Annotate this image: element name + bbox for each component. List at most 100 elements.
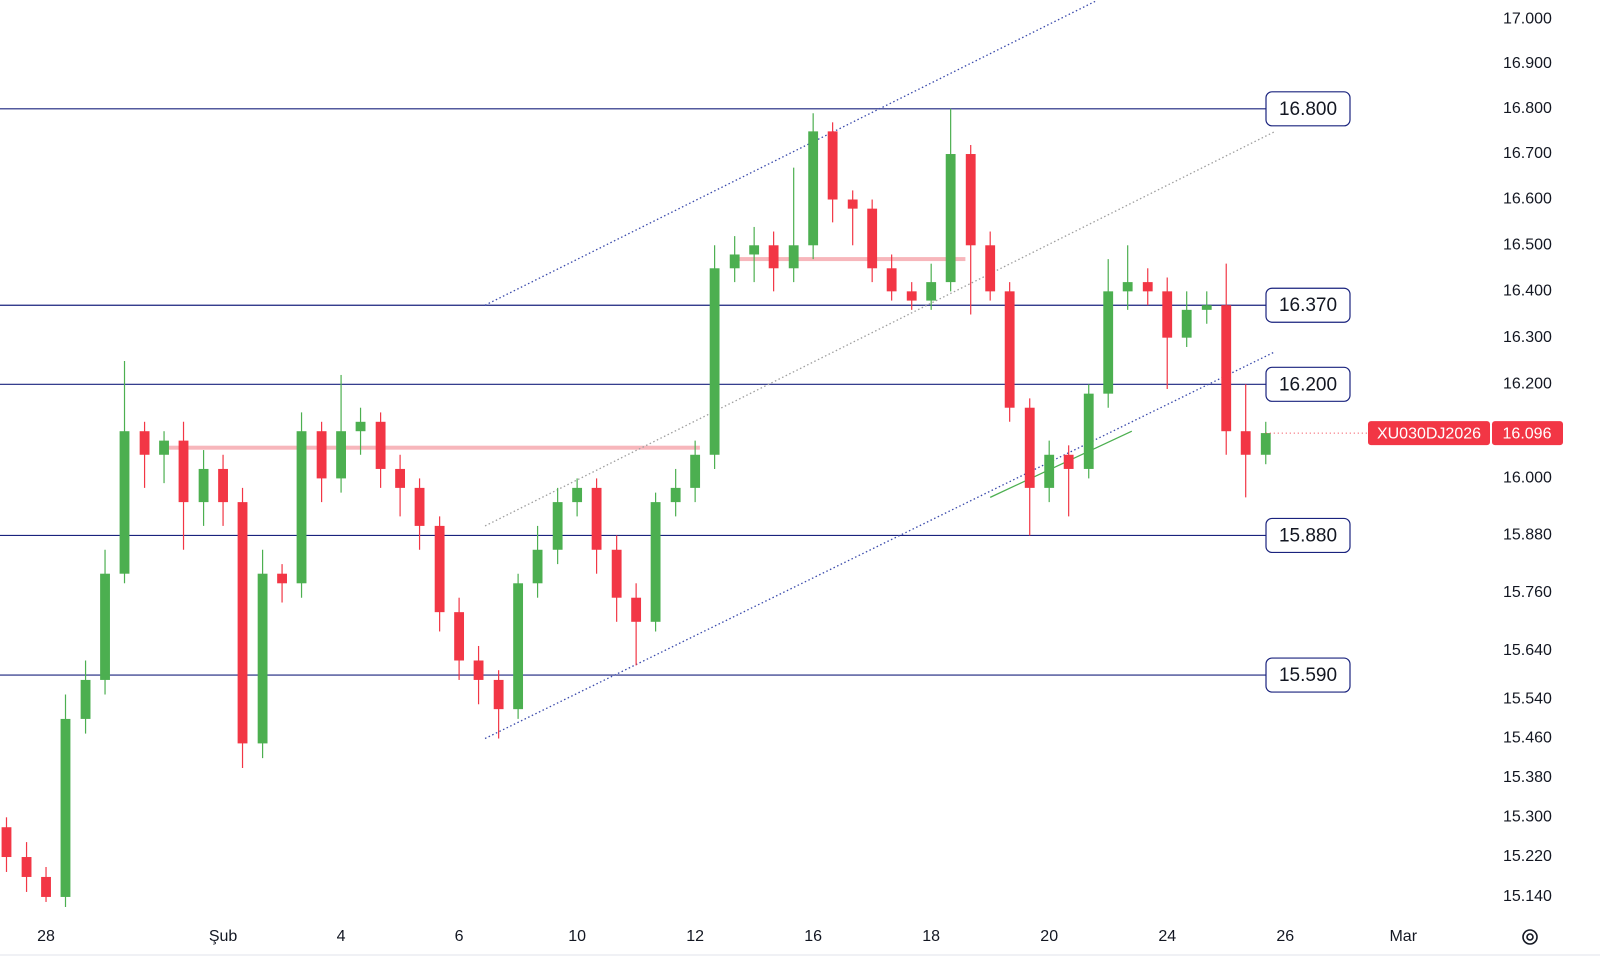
candle-body <box>670 487 681 503</box>
candle-body <box>1162 291 1173 338</box>
candle-body <box>552 502 563 550</box>
level-label: 16.370 <box>1279 295 1337 316</box>
candle-body <box>473 660 484 680</box>
candle-body <box>414 487 425 526</box>
candle-body <box>218 468 228 503</box>
candle-body <box>631 597 642 622</box>
candle-body <box>1260 433 1271 455</box>
candle-body <box>985 245 996 292</box>
y-tick-label: 15.540 <box>1503 691 1552 708</box>
candle-body <box>1122 282 1133 292</box>
x-tick-label: 6 <box>455 928 464 945</box>
candle-body <box>749 245 760 255</box>
y-tick-label: 16.900 <box>1503 55 1552 72</box>
candle-body <box>434 525 445 613</box>
candle-body <box>316 431 327 479</box>
candle-body <box>493 679 504 710</box>
settings-icon[interactable] <box>1522 929 1538 945</box>
candle-body <box>591 487 602 550</box>
candle-body <box>336 431 346 479</box>
candle-body <box>100 573 110 680</box>
candle-body <box>198 468 209 503</box>
zone <box>159 445 700 450</box>
candle-body <box>886 268 897 292</box>
x-tick-label: Mar <box>1389 928 1417 945</box>
level-label: 15.880 <box>1279 525 1337 546</box>
candle-body <box>355 421 366 432</box>
x-tick-label: 28 <box>37 928 55 945</box>
candle-body <box>80 679 91 719</box>
x-tick-label: Şub <box>209 928 238 945</box>
candle-body <box>1083 393 1094 469</box>
y-tick-label: 16.600 <box>1503 191 1552 208</box>
candle-body <box>395 468 406 488</box>
x-tick-label: 10 <box>568 928 586 945</box>
candle-body <box>945 154 956 283</box>
candle-body <box>139 431 150 455</box>
candle-body <box>178 440 189 503</box>
symbol-label: XU030DJ2026 <box>1377 425 1481 442</box>
candle-body <box>532 549 543 584</box>
gear-outer <box>1522 929 1538 945</box>
y-tick-label: 15.760 <box>1503 584 1552 601</box>
x-tick-label: 24 <box>1158 928 1176 945</box>
gear-inner <box>1526 933 1534 941</box>
y-tick-label: 16.800 <box>1503 100 1552 117</box>
level-box <box>1265 287 1351 323</box>
level-label: 16.800 <box>1279 99 1337 120</box>
candle-body <box>1142 282 1153 292</box>
candle-body <box>41 876 51 897</box>
candle-body <box>1221 305 1232 432</box>
y-tick-label: 16.300 <box>1503 329 1552 346</box>
x-tick-label: 4 <box>337 928 346 945</box>
candle-body <box>808 131 819 246</box>
candle-body <box>709 268 720 455</box>
candle-body <box>257 573 268 744</box>
level-label: 15.590 <box>1279 665 1337 686</box>
candle-body <box>847 199 858 209</box>
y-tick-label: 15.880 <box>1503 527 1552 544</box>
candle-body <box>277 573 287 584</box>
candle-body <box>768 245 779 269</box>
x-tick-label: 12 <box>686 928 704 945</box>
last-price-label: 16.096 <box>1503 425 1552 442</box>
trendline <box>989 430 1133 498</box>
y-tick-label: 15.380 <box>1503 769 1552 786</box>
x-tick-label: 26 <box>1276 928 1294 945</box>
candle-body <box>1181 309 1192 338</box>
y-tick-label: 16.200 <box>1503 376 1552 393</box>
y-tick-label: 15.300 <box>1503 809 1552 826</box>
level-box <box>1265 657 1351 693</box>
candle-body <box>1240 431 1251 455</box>
y-tick-label: 16.700 <box>1503 145 1552 162</box>
zone <box>729 257 966 262</box>
trendline <box>484 130 1276 527</box>
level-label: 16.200 <box>1279 374 1337 395</box>
candle-body <box>1004 291 1015 408</box>
candle-body <box>60 718 71 897</box>
y-tick-label: 16.500 <box>1503 237 1552 254</box>
candle-body <box>513 583 524 710</box>
candle-body <box>690 454 701 488</box>
candle-body <box>788 245 799 269</box>
candle-body <box>1103 291 1114 394</box>
y-tick-label: 15.460 <box>1503 730 1552 747</box>
trendline <box>484 351 1276 740</box>
candle-body <box>867 208 878 269</box>
candle-body <box>729 254 740 269</box>
level-box <box>1265 517 1351 554</box>
symbol-tag <box>1368 421 1490 446</box>
candle-body <box>1201 305 1212 310</box>
y-tick-label: 16.000 <box>1503 470 1552 487</box>
candle-body <box>237 502 248 744</box>
candle-body <box>1 827 12 858</box>
y-tick-label: 16.400 <box>1503 283 1552 300</box>
candle-body <box>1024 407 1035 488</box>
candle-body <box>375 421 386 469</box>
level-box <box>1265 91 1351 127</box>
y-tick-label: 15.140 <box>1503 888 1552 905</box>
candle-body <box>906 291 917 301</box>
x-tick-label: 18 <box>922 928 940 945</box>
y-tick-label: 15.640 <box>1503 642 1552 659</box>
